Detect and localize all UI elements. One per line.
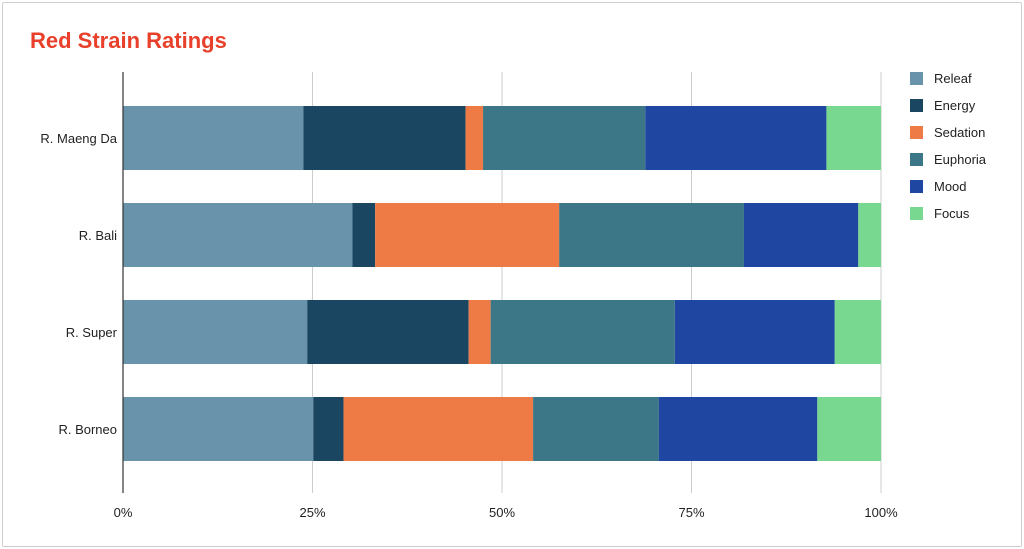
legend-label: Euphoria: [934, 152, 987, 167]
category-labels: R. Maeng Da R. Bali R. Super R. Borneo: [40, 131, 117, 437]
bar-segment-sedation: [468, 300, 491, 364]
bar-segment-sedation: [465, 106, 484, 170]
bar-segment-sedation: [375, 203, 560, 267]
x-tick-label: 100%: [864, 505, 898, 520]
bar-segment-releaf: [123, 300, 308, 364]
bar-segment-focus: [834, 300, 881, 364]
bar-segment-energy: [307, 300, 469, 364]
bar-segment-mood: [743, 203, 859, 267]
legend-label: Sedation: [934, 125, 985, 140]
chart-title: Red Strain Ratings: [30, 28, 227, 53]
bar-segment-euphoria: [483, 106, 646, 170]
legend-label: Mood: [934, 179, 967, 194]
legend-label: Energy: [934, 98, 976, 113]
category-label: R. Super: [66, 325, 118, 340]
legend-swatch-focus: [910, 207, 923, 220]
bar-segment-euphoria: [490, 300, 675, 364]
bar-segment-mood: [658, 397, 818, 461]
legend-swatch-sedation: [910, 126, 923, 139]
bar-segment-energy: [303, 106, 466, 170]
category-label: R. Maeng Da: [40, 131, 117, 146]
x-tick-label: 25%: [299, 505, 325, 520]
bar-segment-releaf: [123, 203, 353, 267]
category-label: R. Borneo: [58, 422, 117, 437]
bar-segment-euphoria: [559, 203, 744, 267]
legend-swatch-mood: [910, 180, 923, 193]
legend-label: Releaf: [934, 71, 972, 86]
x-tick-label: 0%: [114, 505, 133, 520]
legend: Releaf Energy Sedation Euphoria Mood Focus: [910, 71, 987, 221]
legend-swatch-euphoria: [910, 153, 923, 166]
legend-label: Focus: [934, 206, 970, 221]
bars: [123, 106, 881, 461]
bar-segment-mood: [674, 300, 835, 364]
x-tick-labels: 0% 25% 50% 75% 100%: [114, 505, 898, 520]
bar-segment-energy: [313, 397, 344, 461]
bar-segment-releaf: [123, 106, 304, 170]
x-tick-label: 75%: [678, 505, 704, 520]
bar-segment-energy: [352, 203, 376, 267]
bar-segment-euphoria: [533, 397, 659, 461]
x-tick-label: 50%: [489, 505, 515, 520]
legend-swatch-releaf: [910, 72, 923, 85]
bar-segment-releaf: [123, 397, 314, 461]
bar-segment-mood: [645, 106, 827, 170]
legend-swatch-energy: [910, 99, 923, 112]
category-label: R. Bali: [79, 228, 117, 243]
bar-segment-sedation: [343, 397, 534, 461]
bar-segment-focus: [826, 106, 881, 170]
bar-segment-focus: [858, 203, 881, 267]
bar-segment-focus: [817, 397, 881, 461]
